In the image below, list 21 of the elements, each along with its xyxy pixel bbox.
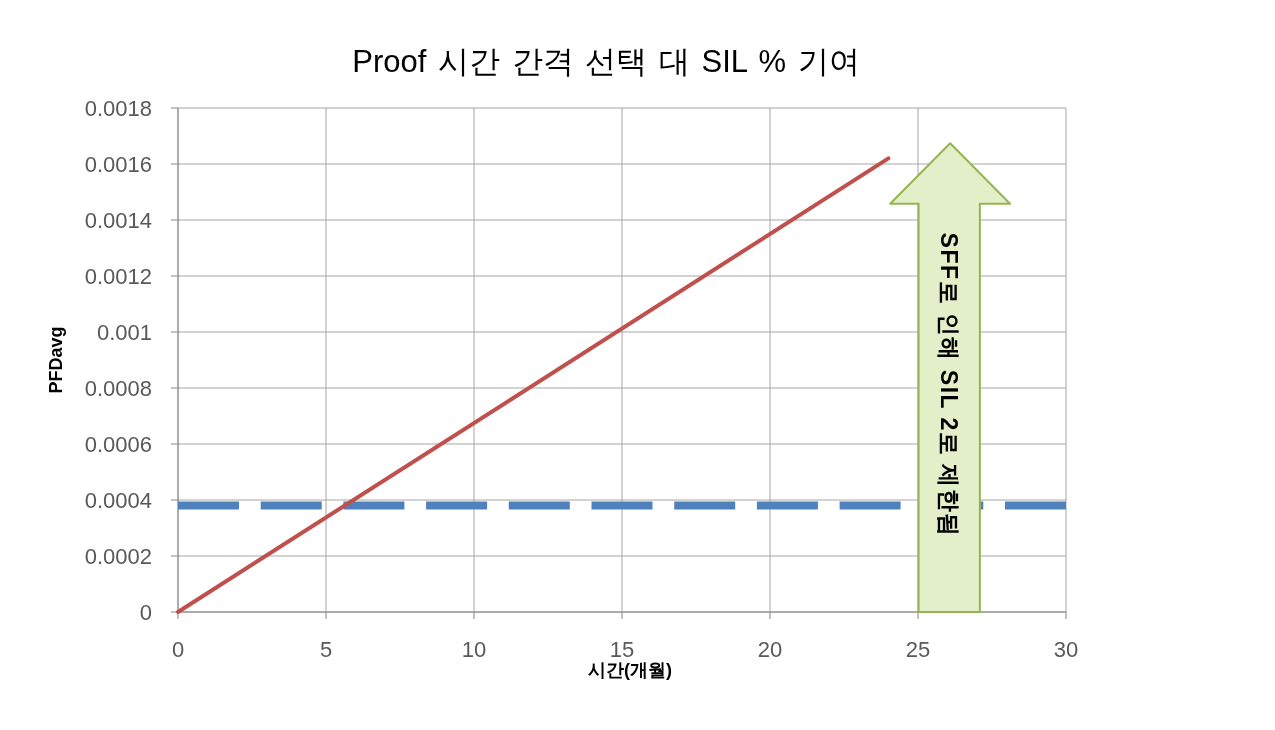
y-tick-label: 0.001	[96, 320, 152, 345]
x-tick-label: 10	[461, 637, 487, 662]
y-tick-label: 0.0012	[84, 264, 152, 289]
y-axis-title: PFDavg	[46, 326, 66, 394]
x-tick-label: 25	[905, 637, 931, 662]
y-tick-label: 0.0016	[84, 152, 152, 177]
x-tick-label: 30	[1053, 637, 1079, 662]
annotation: SFF로 인해 SIL 2로 제한됨	[936, 232, 963, 538]
y-tick-label: 0.0014	[84, 208, 152, 233]
x-tick-label: 5	[319, 637, 333, 662]
x-axis-title: 시간(개월)	[588, 660, 672, 680]
y-tick-label: 0	[139, 600, 152, 625]
x-tick-label: 20	[757, 637, 783, 662]
y-tick-label: 0.0006	[84, 432, 152, 457]
y-tick-label: 0.0002	[84, 544, 152, 569]
chart-title: Proof 시간 간격 선택 대 SIL % 기여	[352, 44, 860, 79]
x-tick-label: 0	[171, 637, 185, 662]
x-tick-label: 15	[609, 637, 635, 662]
y-tick-label: 0.0004	[84, 488, 152, 513]
y-tick-label: 0.0018	[84, 96, 152, 121]
y-tick-label: 0.0008	[84, 376, 152, 401]
